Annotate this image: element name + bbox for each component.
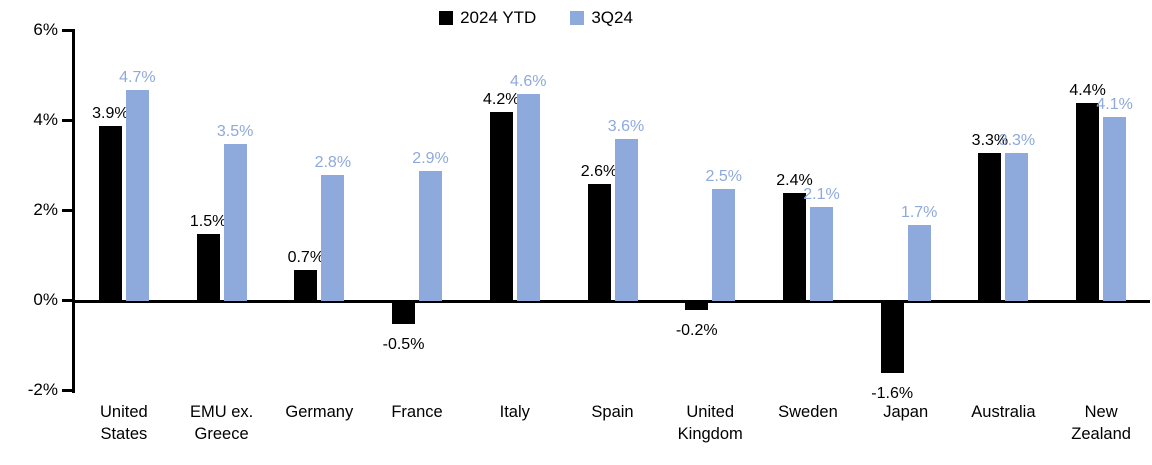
value-label-3q24: 4.6% (510, 73, 547, 90)
x-axis-baseline (72, 300, 1150, 303)
value-label-ytd: 2.4% (776, 172, 813, 189)
bar-ytd (489, 112, 513, 301)
value-label-3q24: 2.5% (705, 167, 742, 185)
legend-swatch-icon (439, 11, 454, 25)
bar-ytd (392, 301, 416, 324)
y-axis-tick-label: 4% (33, 110, 58, 129)
bar-3q24 (516, 94, 540, 301)
category-label: Australia (971, 403, 1036, 421)
bar-ytd (1076, 103, 1100, 301)
bar-3q24 (125, 89, 149, 301)
value-label-ytd: 3.3% (971, 131, 1009, 149)
legend-item-ytd: 2024 YTD (439, 8, 536, 28)
bar-ytd (587, 184, 611, 301)
bar-3q24 (809, 206, 833, 301)
y-axis-tick (62, 29, 72, 32)
category-label: New Zealand (1071, 403, 1131, 443)
category-label: Spain (591, 403, 634, 421)
category-label: Japan (883, 403, 929, 421)
value-label-ytd: -0.2% (675, 322, 718, 339)
value-label-ytd: 3.9% (92, 104, 129, 122)
bar-ytd (685, 301, 709, 310)
bar-ytd (294, 269, 318, 301)
y-axis-line (72, 29, 75, 393)
y-axis-tick (62, 119, 72, 122)
value-label-3q24: 3.3% (998, 131, 1036, 149)
bar-3q24 (321, 175, 345, 301)
value-label-3q24: 1.7% (900, 203, 938, 221)
category-label: Italy (499, 403, 530, 421)
bar-3q24 (907, 224, 931, 301)
category-label: United Kingdom (677, 403, 743, 443)
y-axis-tick (62, 299, 72, 302)
value-label-ytd: -1.6% (871, 385, 914, 402)
category-label: Sweden (778, 403, 838, 421)
value-label-3q24: 2.1% (803, 185, 840, 203)
legend: 2024 YTD 3Q24 (0, 8, 1112, 28)
legend-label: 3Q24 (591, 8, 633, 27)
bar-3q24 (1005, 152, 1029, 301)
value-label-3q24: 2.8% (314, 154, 352, 171)
value-label-3q24: 4.1% (1096, 95, 1133, 113)
category-label: EMU ex. Greece (189, 403, 254, 443)
legend-label: 2024 YTD (460, 8, 537, 27)
y-axis-tick-label: 2% (33, 200, 58, 219)
legend-swatch-icon (570, 11, 585, 25)
y-axis-tick-label: -2% (27, 380, 58, 399)
bar-3q24 (614, 139, 638, 301)
bar-ytd (98, 125, 122, 301)
value-label-3q24: 4.7% (119, 68, 156, 86)
y-axis-tick-label: 6% (33, 20, 58, 39)
category-label: France (391, 403, 443, 421)
category-label: Germany (285, 403, 354, 421)
bar-3q24 (712, 188, 736, 301)
bar-ytd (782, 193, 806, 301)
bar-ytd (978, 152, 1002, 301)
value-label-ytd: 2.6% (580, 163, 618, 180)
y-axis-tick (62, 209, 72, 212)
value-label-ytd: 4.4% (1069, 82, 1106, 99)
value-label-3q24: 3.5% (216, 122, 254, 140)
value-label-3q24: 2.9% (412, 149, 449, 167)
bar-3q24 (1103, 116, 1127, 301)
value-label-ytd: 1.5% (189, 212, 227, 230)
bar-ytd (880, 301, 904, 373)
bar-ytd (196, 233, 220, 301)
category-label: United States (100, 403, 148, 443)
legend-item-3q24: 3Q24 (570, 8, 633, 28)
bar-3q24 (223, 143, 247, 301)
bar-3q24 (419, 170, 443, 301)
value-label-3q24: 3.6% (607, 118, 645, 135)
y-axis-tick (62, 389, 72, 392)
value-label-ytd: 0.7% (287, 248, 325, 266)
value-label-ytd: 4.2% (483, 91, 520, 108)
y-axis-tick-label: 0% (33, 290, 58, 309)
value-label-ytd: -0.5% (382, 335, 425, 353)
